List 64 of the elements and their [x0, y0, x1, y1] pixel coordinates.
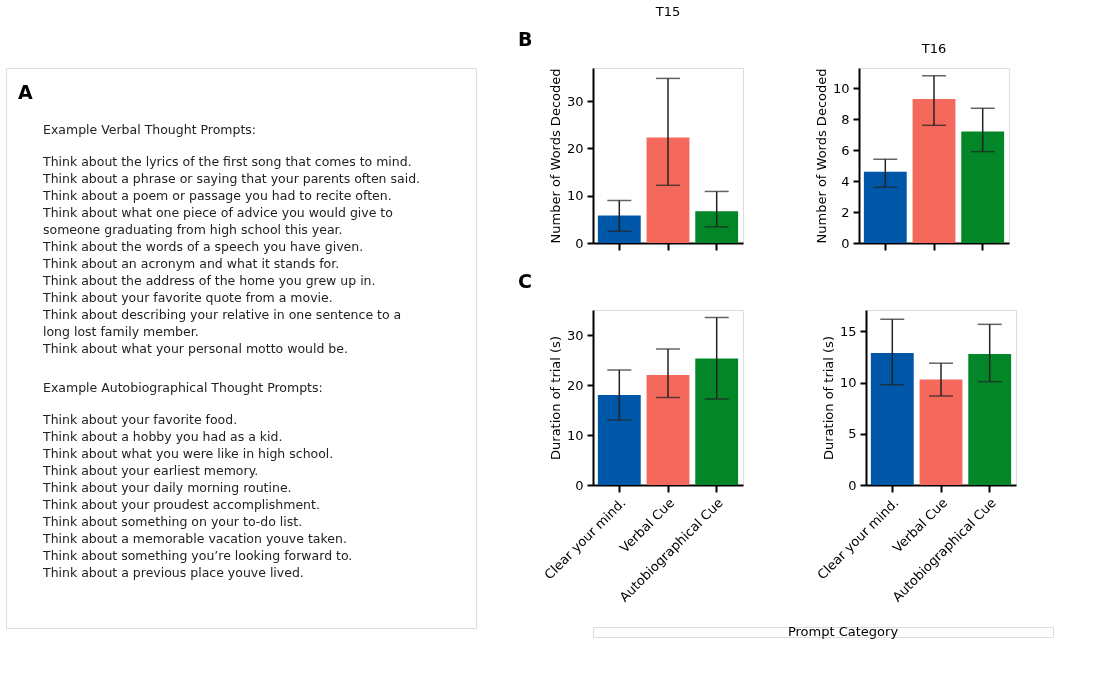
- y-tick-label: 10: [839, 375, 857, 391]
- y-axis-title: Number of Words Decoded: [813, 68, 829, 244]
- y-tick-label: 10: [566, 427, 584, 443]
- text: A: [18, 81, 33, 103]
- y-tick-label: 15: [839, 323, 857, 339]
- text: Think about your daily morning routine.: [42, 480, 292, 495]
- text: Think about a previous place youve lived.: [42, 565, 304, 580]
- x-axis-title: Prompt Category: [787, 624, 899, 639]
- y-axis-title: Duration of trial (s): [820, 336, 836, 460]
- y-tick-label: 20: [566, 377, 584, 393]
- y-tick-label: 20: [566, 140, 584, 156]
- text: Think about your earliest memory.: [42, 463, 259, 478]
- bar: [968, 354, 1012, 485]
- text: Example Verbal Thought Prompts:: [43, 122, 257, 137]
- y-axis-title: Duration of trial (s): [547, 336, 563, 460]
- text: Think about your proudest accomplishment.: [42, 497, 320, 512]
- bar: [912, 98, 956, 243]
- text: B: [518, 28, 533, 50]
- text: Think about a phrase or saying that your parents often said.: [42, 171, 421, 186]
- text: Think about a hobby you had as a kid.: [42, 429, 283, 444]
- bar: [870, 352, 914, 485]
- chart-title: T16: [920, 41, 947, 56]
- text: Think about a memorable vacation youve taken.: [42, 531, 347, 546]
- text: Think about describing your relative in one sentence to a: [42, 307, 402, 322]
- y-tick-label: 10: [566, 188, 584, 204]
- chart-title: T15: [654, 4, 681, 19]
- text: Think about your favorite quote from a movie.: [42, 290, 333, 305]
- text: C: [518, 270, 532, 292]
- text: Think about something you’re looking forward to.: [42, 548, 353, 563]
- text: long lost family member.: [43, 324, 199, 339]
- bar: [961, 131, 1005, 243]
- y-tick-label: 0: [841, 235, 850, 251]
- bar: [646, 137, 690, 243]
- bar: [863, 171, 907, 243]
- y-tick-label: 30: [566, 327, 584, 343]
- y-tick-label: 10: [832, 80, 850, 96]
- y-tick-label: 6: [841, 142, 850, 158]
- bar: [646, 375, 690, 485]
- y-tick-label: 4: [841, 173, 850, 189]
- text: Think about what one piece of advice you would give to: [42, 205, 393, 220]
- y-tick-label: 8: [841, 111, 850, 127]
- text: Think about the lyrics of the first song that comes to mind.: [42, 154, 412, 169]
- y-tick-label: 0: [575, 477, 584, 493]
- text: Think about an acronym and what it stands for.: [42, 256, 340, 271]
- bar: [695, 211, 739, 243]
- bar: [919, 379, 963, 485]
- text: Think about the address of the home you grew up in.: [42, 273, 376, 288]
- text: Think about the words of a speech you have given.: [42, 239, 364, 254]
- y-tick-label: 0: [848, 477, 857, 493]
- bar: [695, 358, 739, 485]
- text: Think about something on your to-do list.: [42, 514, 303, 529]
- text: Think about a poem or passage you had to recite often.: [42, 188, 392, 203]
- bar: [597, 215, 641, 243]
- y-tick-label: 30: [566, 93, 584, 109]
- y-tick-label: 5: [848, 426, 857, 442]
- y-tick-label: 2: [841, 204, 850, 220]
- text: Example Autobiographical Thought Prompts:: [43, 380, 323, 395]
- text: Think about what your personal motto would be.: [42, 341, 348, 356]
- bar: [597, 395, 641, 485]
- text: Think about what you were like in high school.: [42, 446, 334, 461]
- text: Think about your favorite food.: [42, 412, 238, 427]
- y-axis-title: Number of Words Decoded: [547, 68, 563, 244]
- y-tick-label: 0: [575, 235, 584, 251]
- text: someone graduating from high school this year.: [43, 222, 343, 237]
